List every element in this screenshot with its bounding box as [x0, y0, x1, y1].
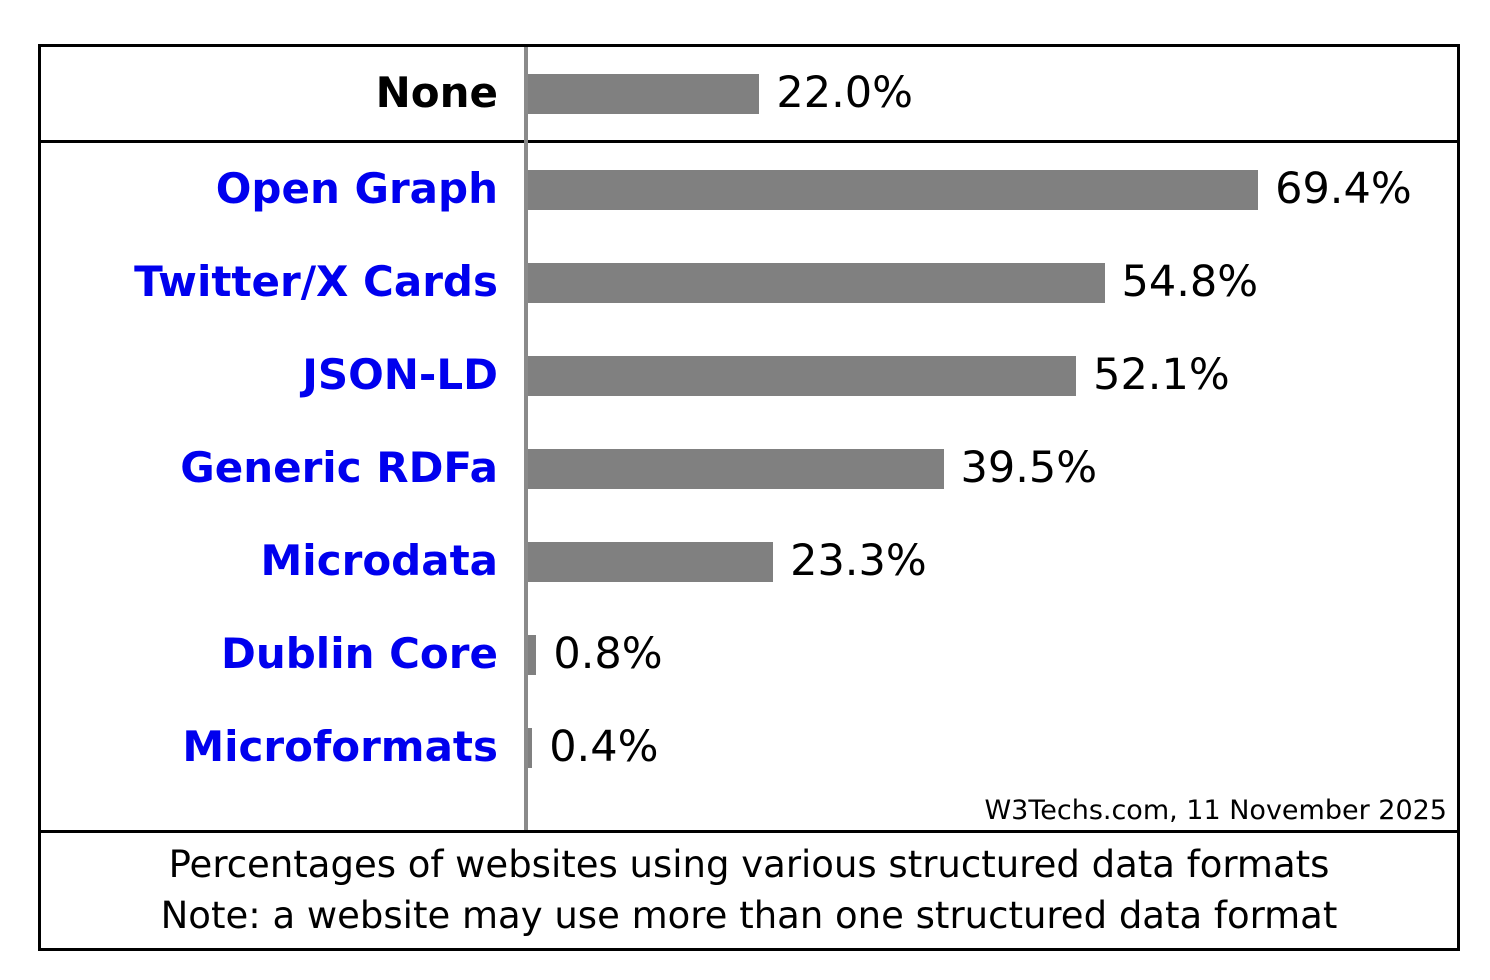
bar-row-none: None 22.0% [41, 47, 1457, 140]
bar-row-microformats: Microformats 0.4% [41, 701, 1457, 794]
value-label-dublin-core: 0.8% [553, 629, 663, 679]
label-cell: Open Graph [41, 166, 528, 212]
bar-cell: 54.8% [528, 261, 1457, 304]
chart-box: None 22.0% Open Graph 69.4% [38, 44, 1460, 951]
bar-microdata [528, 541, 774, 582]
bar-cell: 23.3% [528, 540, 1457, 583]
attribution-row: W3Techs.com, 11 November 2025 [41, 794, 1457, 830]
label-cell: Dublin Core [41, 631, 528, 677]
category-label-open-graph[interactable]: Open Graph [215, 164, 498, 214]
category-label-json-ld[interactable]: JSON-LD [302, 350, 498, 400]
caption-title: Percentages of websites using various st… [168, 842, 1330, 886]
bar-json-ld [528, 355, 1077, 396]
label-cell: Microdata [41, 538, 528, 584]
category-label-none: None [375, 68, 498, 118]
label-cell: Microformats [41, 724, 528, 770]
label-cell: Twitter/X Cards [41, 259, 528, 305]
caption-note: Note: a website may use more than one st… [160, 894, 1338, 937]
label-cell: Generic RDFa [41, 445, 528, 491]
bar-generic-rdfa [528, 448, 944, 489]
bar-row-json-ld: JSON-LD 52.1% [41, 329, 1457, 422]
caption-box: Percentages of websites using various st… [41, 830, 1457, 948]
value-label-twitter-x-cards: 54.8% [1121, 257, 1259, 307]
bar-open-graph [528, 169, 1259, 210]
bar-cell: 39.5% [528, 447, 1457, 490]
bar-cell: 0.4% [528, 726, 1457, 769]
bar-cell: 52.1% [528, 354, 1457, 397]
bar-cell: 22.0% [528, 72, 1457, 115]
bar-dublin-core [528, 634, 537, 675]
bar-cell: 0.8% [528, 633, 1457, 676]
bar-twitter-x-cards [528, 262, 1105, 303]
value-label-microdata: 23.3% [790, 536, 927, 586]
category-label-generic-rdfa[interactable]: Generic RDFa [180, 443, 498, 493]
source-attribution: W3Techs.com, 11 November 2025 [984, 795, 1447, 826]
label-cell: None [41, 70, 528, 116]
section-main: Open Graph 69.4% Twitter/X Cards 54.8% [41, 143, 1457, 830]
bar-row-open-graph: Open Graph 69.4% [41, 143, 1457, 236]
value-label-none: 22.0% [776, 68, 913, 118]
bar-row-microdata: Microdata 23.3% [41, 515, 1457, 608]
category-label-twitter-x-cards[interactable]: Twitter/X Cards [134, 257, 498, 307]
value-label-microformats: 0.4% [549, 722, 659, 772]
bar-row-twitter-x-cards: Twitter/X Cards 54.8% [41, 236, 1457, 329]
bar-none [528, 73, 760, 114]
category-label-dublin-core[interactable]: Dublin Core [220, 629, 498, 679]
bar-row-dublin-core: Dublin Core 0.8% [41, 608, 1457, 701]
value-label-open-graph: 69.4% [1275, 164, 1412, 214]
section-none: None 22.0% [41, 47, 1457, 143]
bar-microformats [528, 727, 533, 768]
category-label-microformats[interactable]: Microformats [182, 722, 498, 772]
value-label-json-ld: 52.1% [1093, 350, 1230, 400]
category-label-microdata[interactable]: Microdata [260, 536, 498, 586]
bar-row-generic-rdfa: Generic RDFa 39.5% [41, 422, 1457, 515]
axis-line [524, 47, 528, 830]
label-cell: JSON-LD [41, 352, 528, 398]
value-label-generic-rdfa: 39.5% [960, 443, 1098, 493]
bar-cell: 69.4% [528, 168, 1457, 211]
